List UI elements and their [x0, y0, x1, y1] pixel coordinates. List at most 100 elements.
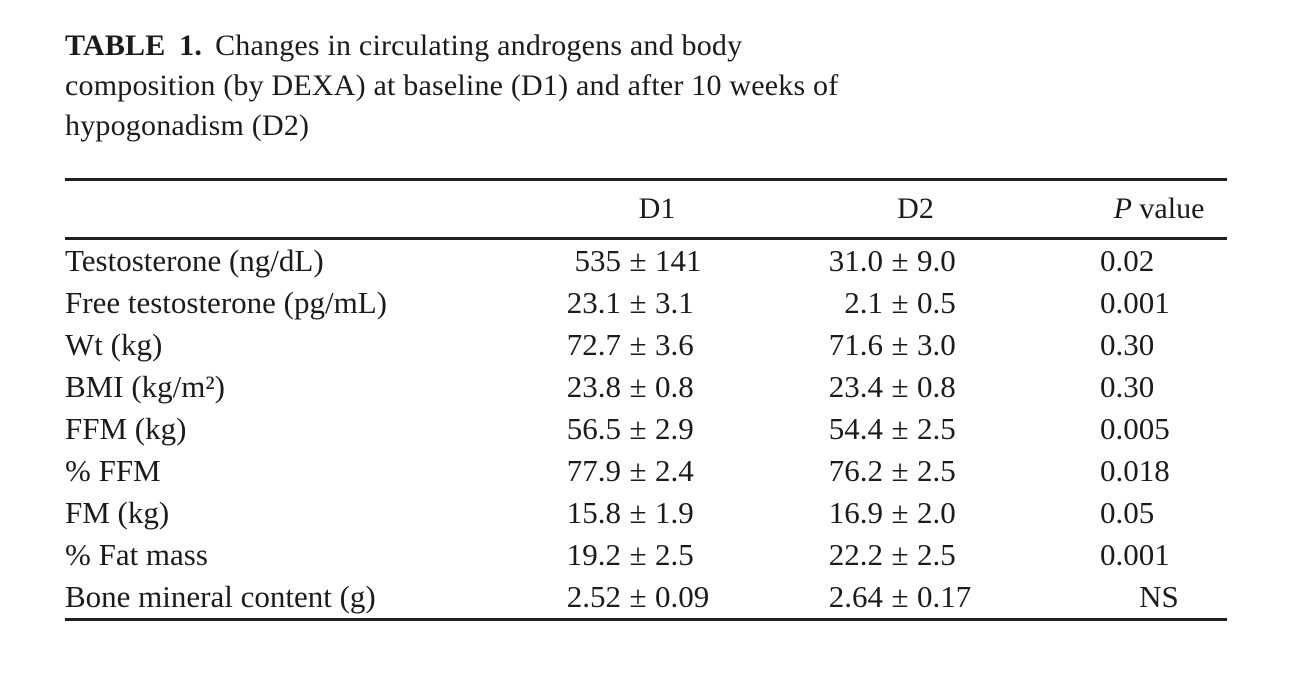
plus-minus-icon: ±: [891, 327, 909, 362]
data-table: D1 D2 P value Testosterone (ng/dL) 535 ±1…: [65, 178, 1227, 621]
d1-sd: 0.09: [655, 579, 710, 614]
d2-mean: 2.1: [844, 285, 883, 320]
d2-sd: 3.0: [917, 327, 956, 362]
p-value: 0.005: [1100, 411, 1170, 446]
cell-d1: 56.5 ±2.9: [535, 408, 765, 450]
d1-mean: 19.2: [566, 537, 621, 572]
plus-minus-icon: ±: [629, 243, 647, 278]
d1-sd: 1.9: [655, 495, 694, 530]
d1-mean: 2.52: [566, 579, 621, 614]
plus-minus-icon: ±: [629, 537, 647, 572]
header-empty-cell: [65, 181, 535, 237]
d1-sd: 2.5: [655, 537, 694, 572]
d2-value-group: 54.4 ±2.5: [811, 408, 993, 450]
table-row: Free testosterone (pg/mL) 23.1 ±3.1 2.1 ±0…: [65, 282, 1227, 324]
caption-line-2: composition (by DEXA) at baseline (D1) a…: [65, 69, 839, 102]
cell-d1: 23.8 ±0.8: [535, 366, 765, 408]
d1-value-group: 23.8 ±0.8: [549, 366, 731, 408]
d2-value-group: 23.4 ±0.8: [811, 366, 993, 408]
d2-value-group: 22.2 ±2.5: [811, 534, 993, 576]
d1-value-group: 19.2 ±2.5: [549, 534, 731, 576]
p-value-header-text: P value: [1100, 181, 1218, 237]
plus-minus-icon: ±: [629, 495, 647, 530]
p-value: 0.02: [1100, 243, 1155, 278]
cell-d2: 22.2 ±2.5: [765, 534, 1020, 576]
p-value: 0.018: [1100, 453, 1170, 488]
table-bottom-rule: [65, 618, 1227, 621]
column-header-d1: D1: [638, 192, 676, 225]
d1-mean: 23.1: [566, 285, 621, 320]
row-label: FFM (kg): [65, 411, 187, 446]
plus-minus-icon: ±: [891, 285, 909, 320]
p-value: 0.30: [1100, 327, 1155, 362]
p-value: NS: [1139, 579, 1179, 614]
cell-d1: 23.1 ±3.1: [535, 282, 765, 324]
caption-line-1: TABLE 1. Changes in circulating androgens…: [65, 26, 1165, 66]
d2-sd: 2.5: [917, 411, 956, 446]
d1-sd: 141: [655, 243, 702, 278]
cell-pvalue: NS: [1020, 576, 1227, 618]
p-value: 0.001: [1100, 537, 1170, 572]
cell-d2: 23.4 ±0.8: [765, 366, 1020, 408]
d1-sd: 3.6: [655, 327, 694, 362]
plus-minus-icon: ±: [891, 411, 909, 446]
d1-mean: 535: [574, 243, 622, 278]
cell-d2: 31.0 ±9.0: [765, 240, 1020, 282]
d1-value-group: 56.5 ±2.9: [549, 408, 731, 450]
table-top-rule: [65, 178, 1227, 181]
cell-d2: 71.6 ±3.0: [765, 324, 1020, 366]
cell-d1: 19.2 ±2.5: [535, 534, 765, 576]
p-value-word: value: [1131, 192, 1205, 225]
column-header-pvalue: P value: [1020, 181, 1227, 237]
d2-mean: 23.4: [828, 369, 883, 404]
plus-minus-icon: ±: [891, 453, 909, 488]
cell-d2: 54.4 ±2.5: [765, 408, 1020, 450]
cell-d1: 72.7 ±3.6: [535, 324, 765, 366]
plus-minus-icon: ±: [891, 579, 909, 614]
cell-pvalue: 0.005: [1020, 408, 1227, 450]
plus-minus-icon: ±: [629, 369, 647, 404]
d2-value-group: 16.9 ±2.0: [811, 492, 993, 534]
d1-sd: 2.4: [655, 453, 694, 488]
cell-pvalue: 0.02: [1020, 240, 1227, 282]
d1-sd: 3.1: [655, 285, 694, 320]
cell-pvalue: 0.001: [1020, 282, 1227, 324]
d1-mean: 56.5: [566, 411, 621, 446]
d2-value-group: 76.2 ±2.5: [811, 450, 993, 492]
d1-mean: 77.9: [566, 453, 621, 488]
row-label: BMI (kg/m²): [65, 369, 225, 404]
cell-d2: 2.1 ±0.5: [765, 282, 1020, 324]
table-row: Bone mineral content (g) 2.52 ±0.09 2.64 ±…: [65, 576, 1227, 618]
row-label: FM (kg): [65, 495, 170, 530]
d2-value-group: 2.64 ±0.17: [811, 576, 993, 618]
d2-sd: 2.0: [917, 495, 956, 530]
cell-pvalue: 0.30: [1020, 366, 1227, 408]
d1-value-group: 72.7 ±3.6: [549, 324, 731, 366]
d1-mean: 23.8: [566, 369, 621, 404]
table-row: % Fat mass 19.2 ±2.5 22.2 ±2.5 0.001: [65, 534, 1227, 576]
plus-minus-icon: ±: [629, 285, 647, 320]
row-label: Testosterone (ng/dL): [65, 243, 324, 278]
d1-value-group: 23.1 ±3.1: [549, 282, 731, 324]
cell-d1: 15.8 ±1.9: [535, 492, 765, 534]
caption-line-3: hypogonadism (D2): [65, 109, 310, 142]
row-label: Free testosterone (pg/mL): [65, 285, 387, 320]
plus-minus-icon: ±: [629, 453, 647, 488]
cell-d1: 77.9 ±2.4: [535, 450, 765, 492]
d2-sd: 9.0: [917, 243, 956, 278]
d2-mean: 16.9: [828, 495, 883, 530]
table-header-rule: [65, 237, 1227, 240]
caption-tag: TABLE 1.: [65, 29, 203, 62]
cell-pvalue: 0.05: [1020, 492, 1227, 534]
table-header-row: D1 D2 P value: [65, 181, 1227, 237]
table-body: Testosterone (ng/dL) 535 ±141 31.0 ±9.0 0.…: [65, 240, 1227, 618]
table-caption: TABLE 1. Changes in circulating androgens…: [65, 26, 1165, 146]
table-row: % FFM 77.9 ±2.4 76.2 ±2.5 0.018: [65, 450, 1227, 492]
p-value: 0.001: [1100, 285, 1170, 320]
d2-sd: 2.5: [917, 453, 956, 488]
d1-mean: 72.7: [566, 327, 621, 362]
row-label: Wt (kg): [65, 327, 163, 362]
d2-mean: 22.2: [828, 537, 883, 572]
plus-minus-icon: ±: [629, 579, 647, 614]
